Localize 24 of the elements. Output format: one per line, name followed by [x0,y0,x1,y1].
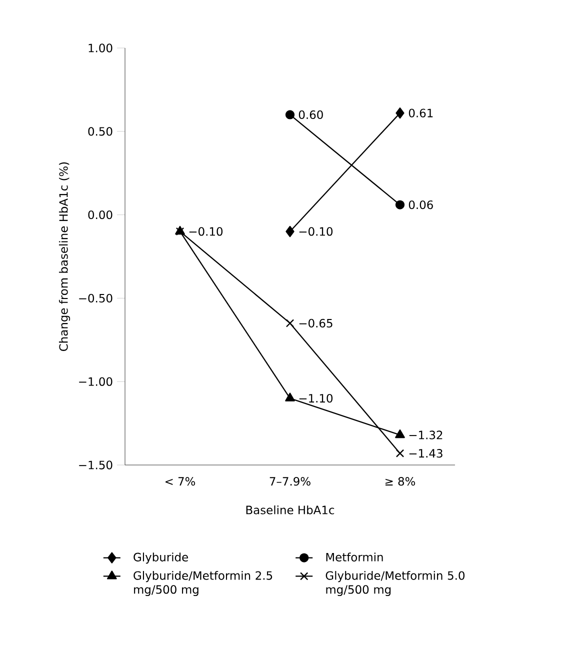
x-tick-label: 7–7.9% [270,476,310,486]
data-label: −0.65 [299,318,332,328]
y-axis-title: Change from baseline HbA1c (%) [58,162,70,351]
data-label: −0.10 [299,227,333,236]
y-tick-label: −1.00 [79,377,112,386]
x-tick-label: < 7% [166,476,196,486]
data-label: −1.43 [409,448,442,458]
y-tick-label: 0.50 [88,127,112,136]
legend-label: Glyburide [134,552,188,564]
legend-label: Glyburide/Metformin 5.0 mg/500 mg [326,570,465,596]
data-label: 0.06 [408,200,433,210]
data-label: −0.10 [189,227,223,236]
data-label: −1.10 [299,394,333,403]
y-tick-label: −0.50 [79,294,112,303]
legend-label: Glyburide/Metformin 2.5 mg/500 mg [134,570,272,596]
data-label: −1.32 [409,430,442,440]
y-tick-label: 0.00 [88,210,112,220]
legend-label: Metformin [326,552,383,562]
y-tick-label: 1.00 [88,44,112,52]
data-label: 0.60 [298,110,323,120]
x-axis-title: Baseline HbA1c [246,505,334,514]
data-label: 0.61 [408,108,433,118]
x-tick-label: ≥ 8% [386,476,416,486]
y-tick-label: −1.50 [79,460,112,470]
